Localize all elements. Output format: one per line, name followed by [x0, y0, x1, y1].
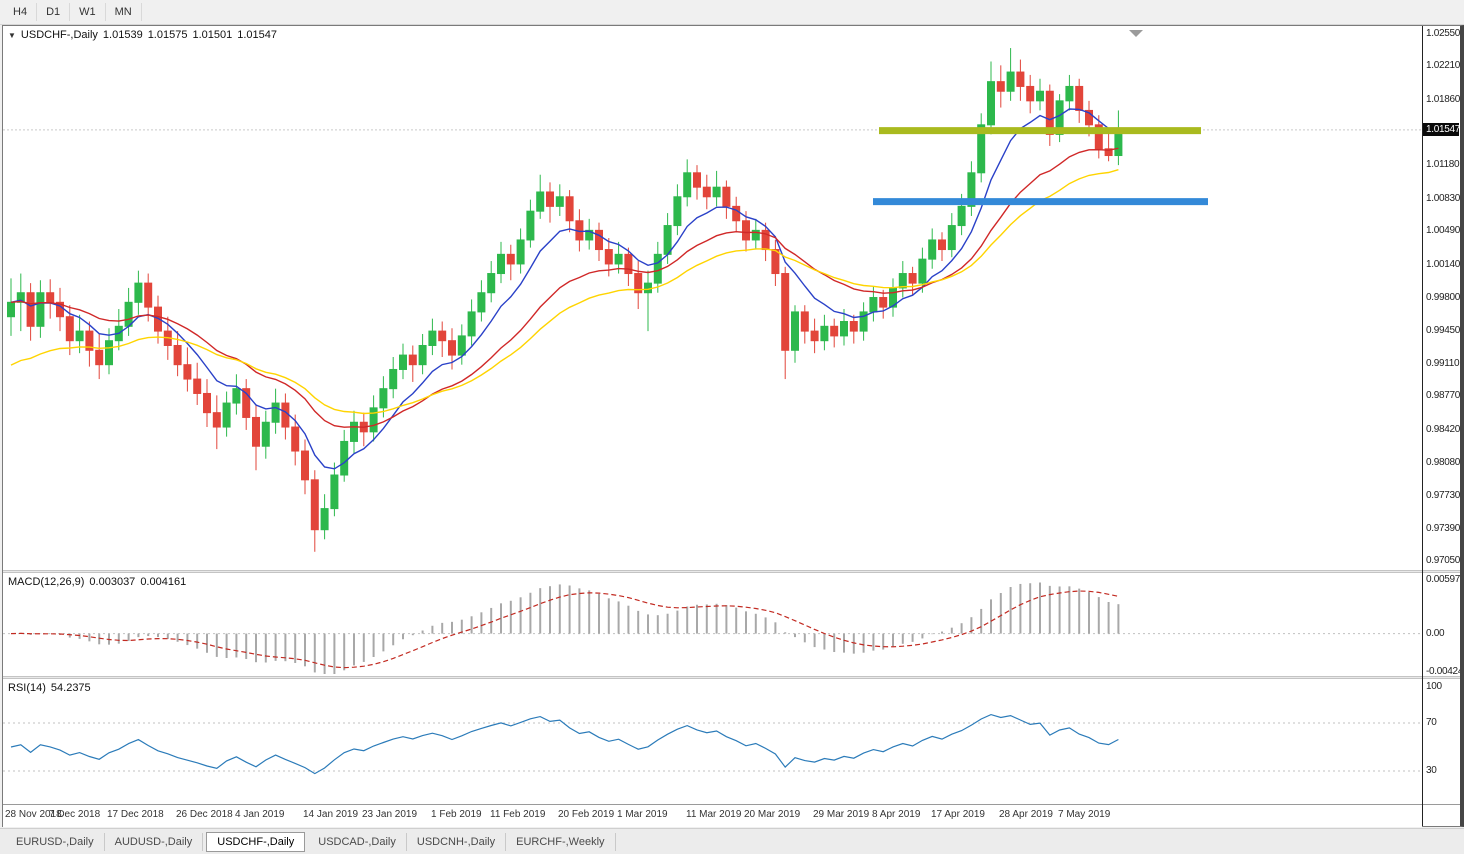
timeframe-button-mn[interactable]: MN [106, 3, 142, 21]
rsi-axis-label: 70 [1426, 717, 1437, 728]
chart-title: ▼ USDCHF-,Daily 1.01539 1.01575 1.01501 1.015… [8, 29, 282, 41]
rsi-pane[interactable]: RSI(14) 54.2375 [3, 679, 1422, 804]
time-axis-label: 4 Jan 2019 [235, 809, 285, 820]
chart-symbol-label: USDCHF-,Daily [20, 29, 98, 41]
macd-canvas[interactable] [3, 573, 1422, 676]
price-axis-label: 0.97390 [1426, 523, 1460, 534]
pane-splitter[interactable] [3, 570, 1422, 573]
current-price-tag: 1.01547 [1423, 123, 1460, 136]
time-axis-label: 20 Mar 2019 [744, 809, 801, 820]
time-axis-label: 7 May 2019 [1058, 809, 1111, 820]
rsi-canvas[interactable] [3, 679, 1422, 804]
time-axis-label: 1 Feb 2019 [431, 809, 482, 820]
ma-slow-line [10, 169, 1119, 415]
collapse-arrow-icon[interactable]: ▼ [8, 31, 16, 40]
pane-splitter [1423, 570, 1460, 573]
price-axis-label: 0.97050 [1426, 555, 1460, 566]
time-axis-label: 29 Mar 2019 [813, 809, 870, 820]
timeframe-button-h4[interactable]: H4 [4, 3, 38, 21]
chart-tab[interactable]: EURCHF-,Weekly [506, 832, 616, 851]
price-axis-label: 1.00490 [1426, 225, 1460, 236]
macd-axis-label: -0.00424 [1426, 666, 1460, 677]
chart-frame: ▼ USDCHF-,Daily 1.01539 1.01575 1.01501 1.015… [2, 25, 1464, 827]
rsi-axis[interactable]: 100 70 30 [1423, 679, 1460, 804]
time-axis[interactable]: 28 Nov 2018 7 Dec 2018 17 Dec 2018 26 Dec 2… [3, 804, 1422, 827]
price-axis-label: 0.99800 [1426, 292, 1460, 303]
price-axis-column[interactable]: 1.02550 1.02210 1.01860 1.01180 1.00830 1.004… [1423, 26, 1460, 826]
macd-axis-label: 0.00 [1426, 628, 1445, 639]
scroll-shift-marker-icon [1129, 30, 1143, 37]
rsi-axis-label: 100 [1426, 681, 1442, 692]
rsi-axis-label: 30 [1426, 765, 1437, 776]
price-axis-label: 1.01860 [1426, 94, 1460, 105]
rsi-label: RSI(14) [8, 682, 46, 694]
candles-group [7, 48, 1123, 552]
macd-histogram [19, 582, 1120, 674]
macd-label: MACD(12,26,9) [8, 576, 85, 588]
pane-splitter[interactable] [3, 676, 1422, 679]
chart-tab[interactable]: USDCAD-,Daily [308, 832, 407, 851]
time-axis-label: 28 Nov 2018 [5, 809, 62, 820]
macd-pane[interactable]: MACD(12,26,9) 0.003037 0.004161 [3, 573, 1422, 676]
rsi-value: 54.2375 [50, 682, 91, 694]
price-axis-label: 0.97730 [1426, 490, 1460, 501]
time-axis-label: 26 Dec 2018 [176, 809, 233, 820]
price-chart-canvas[interactable] [3, 26, 1422, 570]
time-axis-label: 1 Mar 2019 [617, 809, 668, 820]
timeframe-toolbar: H4 D1 W1 MN [0, 0, 1464, 25]
chart-tab[interactable]: USDCNH-,Daily [407, 832, 507, 851]
chart-high-value: 1.01575 [147, 29, 188, 41]
price-axis-label: 0.98080 [1426, 457, 1460, 468]
chart-open-value: 1.01539 [102, 29, 143, 41]
price-axis-label: 0.98770 [1426, 390, 1460, 401]
price-axis-label: 1.01180 [1426, 159, 1460, 170]
rsi-line [10, 713, 1119, 775]
chart-tab[interactable]: AUDUSD-,Daily [105, 832, 204, 851]
time-axis-label: 20 Feb 2019 [558, 809, 615, 820]
chart-low-value: 1.01501 [192, 29, 233, 41]
price-axis-label: 1.02210 [1426, 60, 1460, 71]
price-pane[interactable]: ▼ USDCHF-,Daily 1.01539 1.01575 1.01501 1.015… [3, 26, 1422, 570]
time-axis-label: 11 Mar 2019 [686, 809, 742, 820]
time-axis-label: 17 Dec 2018 [107, 809, 164, 820]
time-axis-label: 17 Apr 2019 [931, 809, 985, 820]
axis-corner [1423, 804, 1460, 826]
price-axis-label: 1.02550 [1426, 28, 1460, 39]
chart-tab[interactable]: USDCHF-,Daily [206, 831, 306, 852]
time-axis-label: 14 Jan 2019 [303, 809, 359, 820]
price-axis-label: 0.99110 [1426, 358, 1460, 369]
chart-close-value: 1.01547 [237, 29, 277, 41]
chart-column: ▼ USDCHF-,Daily 1.01539 1.01575 1.01501 1.015… [3, 26, 1423, 827]
chart-tabbar: EURUSD-,Daily AUDUSD-,Daily USDCHF-,Daily U… [0, 828, 1464, 854]
price-axis-label: 1.00830 [1426, 193, 1460, 204]
pane-splitter [1423, 676, 1460, 679]
macd-axis[interactable]: 0.00597 0.00 -0.00424 [1423, 573, 1460, 677]
macd-main-value: 0.003037 [89, 576, 136, 588]
price-axis[interactable]: 1.02550 1.02210 1.01860 1.01180 1.00830 1.004… [1423, 26, 1460, 570]
time-axis-label: 11 Feb 2019 [490, 809, 546, 820]
time-axis-label: 8 Apr 2019 [872, 809, 921, 820]
chart-tab[interactable]: EURUSD-,Daily [6, 832, 105, 851]
price-axis-label: 1.00140 [1426, 259, 1460, 270]
macd-signal-value: 0.004161 [140, 576, 187, 588]
macd-title: MACD(12,26,9) 0.003037 0.004161 [8, 576, 191, 588]
time-axis-label: 28 Apr 2019 [999, 809, 1053, 820]
price-axis-label: 0.98420 [1426, 424, 1460, 435]
price-axis-label: 0.99450 [1426, 325, 1460, 336]
time-axis-label: 7 Dec 2018 [49, 809, 101, 820]
macd-signal-line [10, 590, 1119, 669]
timeframe-button-w1[interactable]: W1 [70, 3, 106, 21]
macd-axis-label: 0.00597 [1426, 574, 1460, 585]
timeframe-button-d1[interactable]: D1 [37, 3, 71, 21]
time-axis-label: 23 Jan 2019 [362, 809, 418, 820]
rsi-title: RSI(14) 54.2375 [8, 682, 96, 694]
ma-fast-line [10, 108, 1119, 470]
ma-mid-line [10, 147, 1119, 428]
